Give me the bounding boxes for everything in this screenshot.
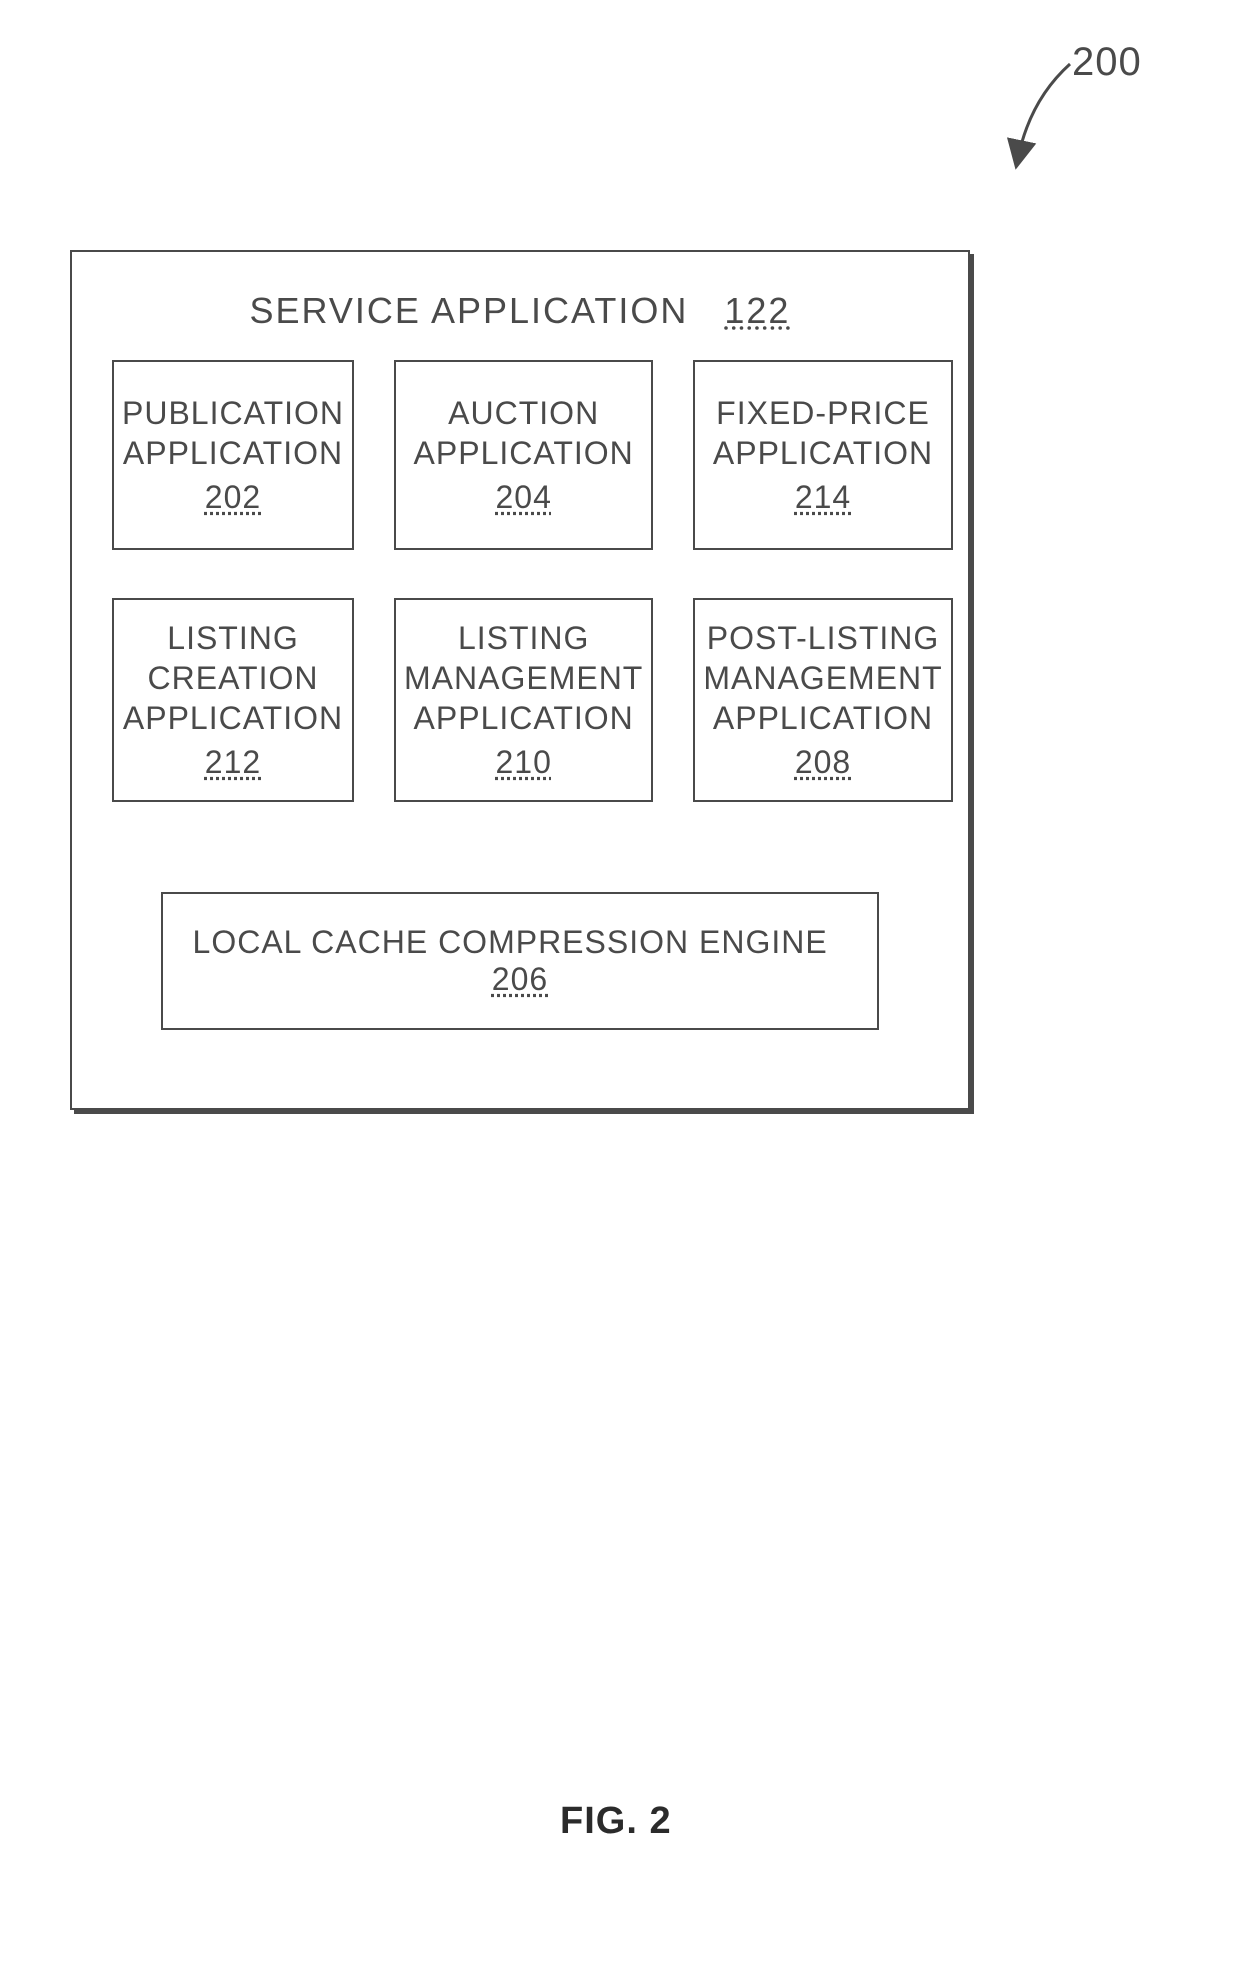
local-cache-compression-engine-box: LOCAL CACHE COMPRESSION ENGINE 206 bbox=[161, 892, 879, 1030]
service-application-title-text: SERVICE APPLICATION bbox=[250, 290, 689, 331]
publication-application-box: PUBLICATION APPLICATION 202 bbox=[112, 360, 354, 550]
cell-ref: 212 bbox=[205, 742, 261, 782]
engine-ref: 206 bbox=[492, 961, 548, 997]
cell-line: AUCTION bbox=[448, 393, 599, 433]
cell-line: APPLICATION bbox=[713, 698, 933, 738]
applications-grid: PUBLICATION APPLICATION 202 AUCTION APPL… bbox=[112, 360, 928, 802]
engine-row: LOCAL CACHE COMPRESSION ENGINE 206 bbox=[112, 892, 928, 1030]
service-application-title-ref: 122 bbox=[724, 290, 790, 331]
service-application-title: SERVICE APPLICATION 122 bbox=[112, 290, 928, 332]
listing-creation-application-box: LISTING CREATION APPLICATION 212 bbox=[112, 598, 354, 802]
cell-ref: 214 bbox=[795, 477, 851, 517]
engine-text: LOCAL CACHE COMPRESSION ENGINE bbox=[193, 924, 828, 960]
cell-ref: 210 bbox=[495, 742, 551, 782]
cell-line: APPLICATION bbox=[713, 433, 933, 473]
cell-line: PUBLICATION bbox=[122, 393, 344, 433]
listing-management-application-box: LISTING MANAGEMENT APPLICATION 210 bbox=[394, 598, 653, 802]
cell-line: APPLICATION bbox=[123, 698, 343, 738]
cell-line: APPLICATION bbox=[123, 433, 343, 473]
figure-caption: FIG. 2 bbox=[560, 1800, 672, 1843]
cell-line: APPLICATION bbox=[414, 433, 634, 473]
cell-line: APPLICATION bbox=[414, 698, 634, 738]
cell-line: MANAGEMENT bbox=[703, 658, 942, 698]
service-application-container: SERVICE APPLICATION 122 PUBLICATION APPL… bbox=[70, 250, 970, 1110]
fixed-price-application-box: FIXED-PRICE APPLICATION 214 bbox=[693, 360, 952, 550]
figure-reference-number: 200 bbox=[1072, 40, 1142, 85]
cell-line: POST-LISTING bbox=[707, 618, 939, 658]
service-application-border: SERVICE APPLICATION 122 PUBLICATION APPL… bbox=[70, 250, 970, 1110]
cell-ref: 204 bbox=[495, 477, 551, 517]
cell-line: FIXED-PRICE bbox=[716, 393, 930, 433]
auction-application-box: AUCTION APPLICATION 204 bbox=[394, 360, 653, 550]
cell-line: MANAGEMENT bbox=[404, 658, 643, 698]
diagram-canvas: 200 SERVICE APPLICATION 122 PUBLICATION … bbox=[0, 0, 1240, 1962]
cell-line: LISTING bbox=[167, 618, 298, 658]
cell-ref: 208 bbox=[795, 742, 851, 782]
cell-ref: 202 bbox=[205, 477, 261, 517]
cell-line: LISTING bbox=[458, 618, 589, 658]
cell-line: CREATION bbox=[148, 658, 319, 698]
post-listing-management-application-box: POST-LISTING MANAGEMENT APPLICATION 208 bbox=[693, 598, 952, 802]
